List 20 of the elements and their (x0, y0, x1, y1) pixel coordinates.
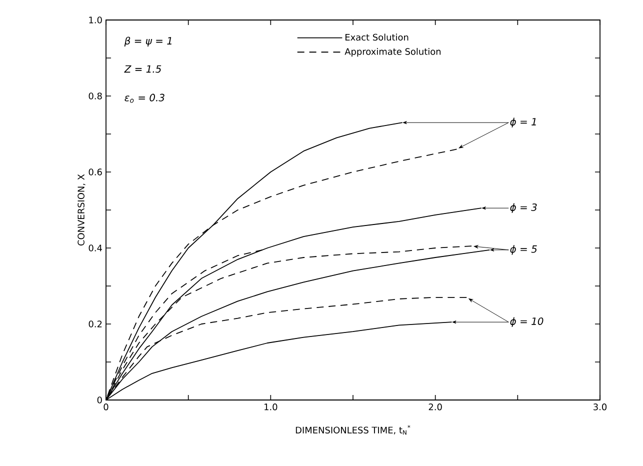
annotation: ϕ = 10 (510, 317, 544, 327)
annotation: ϕ = 3 (510, 203, 537, 213)
y-tick-label: 0.6 (88, 168, 102, 176)
y-tick-label: 0.8 (88, 92, 102, 100)
x-tick-label: 3.0 (594, 404, 607, 410)
y-tick-label: 1.0 (89, 16, 102, 24)
y-axis-title: CONVERSION, X (78, 174, 86, 246)
annotation: Z = 1.5 (124, 65, 162, 73)
y-tick-label: 0 (97, 396, 102, 404)
x-tick-label: 1.0 (264, 404, 278, 410)
x-tick-label: 2.0 (428, 404, 442, 410)
legend-label: Approximate Solution (344, 48, 441, 57)
annotation: ε$_{o}$ = 0.3 (124, 94, 164, 103)
y-tick-label: 0.4 (88, 244, 102, 252)
annotation: β = ψ = 1 (124, 36, 172, 47)
x-tick-label: 0 (104, 404, 108, 410)
y-tick-label: 0.2 (88, 320, 102, 328)
annotation: ϕ = 5 (510, 245, 537, 255)
legend-label: Exact Solution (346, 34, 408, 41)
annotation: ϕ = 1 (510, 118, 536, 128)
